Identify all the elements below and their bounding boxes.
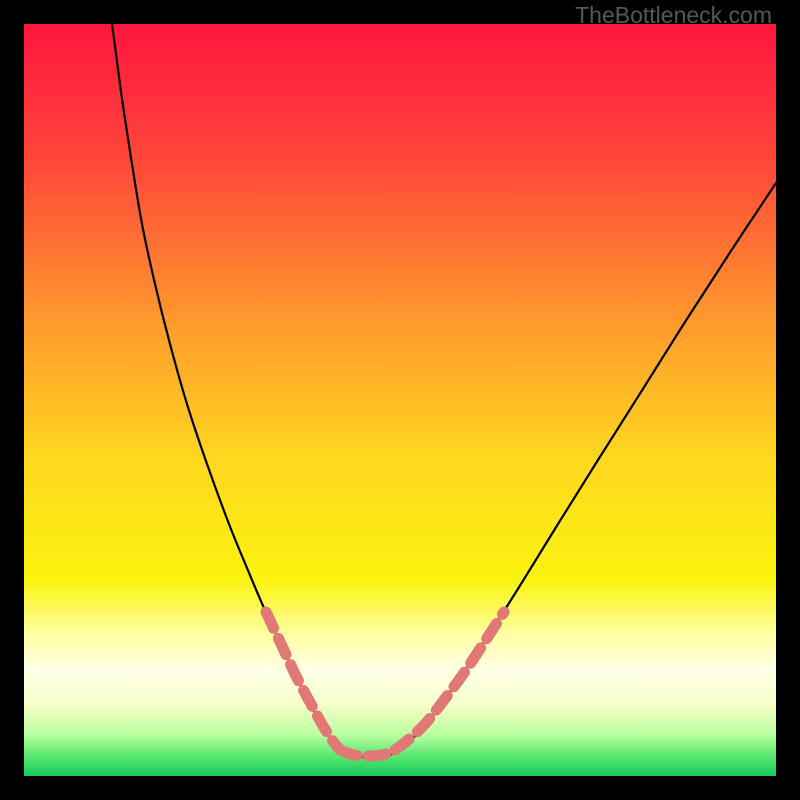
curve-layer	[24, 24, 776, 776]
threshold-dash-left	[266, 612, 340, 750]
chart-root: TheBottleneck.com	[0, 0, 800, 800]
threshold-dash-trough	[340, 750, 395, 756]
bottleneck-curve	[111, 16, 784, 757]
watermark-text: TheBottleneck.com	[575, 2, 772, 29]
threshold-dash-right	[395, 612, 504, 750]
